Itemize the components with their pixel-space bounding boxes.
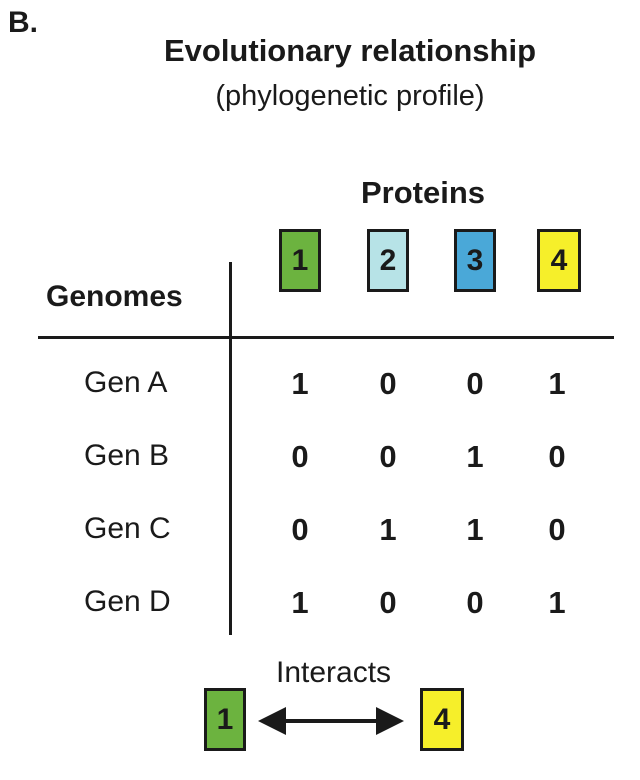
profile-cell: 0 — [548, 512, 566, 547]
protein-label: 4 — [550, 243, 568, 277]
profile-cell: 1 — [548, 585, 566, 620]
profile-cell: 0 — [466, 366, 484, 401]
protein-label: 1 — [291, 243, 309, 277]
genome-divider-line — [229, 262, 232, 635]
profile-cell: 1 — [548, 366, 566, 401]
interacts-label: Interacts — [276, 656, 392, 689]
genomes-header: Genomes — [46, 280, 183, 313]
protein-label: 4 — [433, 702, 451, 736]
interaction-protein-right: 4 — [420, 688, 464, 751]
protein-label: 3 — [466, 243, 484, 277]
profile-cell: 0 — [379, 585, 397, 620]
profile-cell: 1 — [466, 439, 484, 474]
protein-box-2: 2 — [367, 229, 409, 292]
profile-cell: 0 — [291, 439, 309, 474]
diagram-title: Evolutionary relationship — [163, 33, 537, 68]
protein-box-4: 4 — [537, 229, 581, 292]
genome-label-c: Gen C — [84, 512, 171, 545]
profile-cell: 0 — [379, 439, 397, 474]
protein-label: 2 — [379, 243, 397, 277]
diagram-subtitle: (phylogenetic profile) — [215, 80, 485, 112]
profile-cell: 1 — [466, 512, 484, 547]
genome-label-a: Gen A — [84, 366, 168, 399]
protein-box-1: 1 — [279, 229, 321, 292]
protein-label: 1 — [216, 702, 234, 736]
profile-cell: 0 — [466, 585, 484, 620]
proteins-header: Proteins — [361, 175, 486, 210]
profile-cell: 1 — [379, 512, 397, 547]
profile-cell: 0 — [548, 439, 566, 474]
interaction-protein-left: 1 — [204, 688, 246, 751]
profile-cell: 0 — [291, 512, 309, 547]
header-divider-line — [38, 336, 614, 339]
profile-cell: 0 — [379, 366, 397, 401]
profile-cell: 1 — [291, 366, 309, 401]
panel-label: B. — [8, 6, 38, 39]
genome-label-b: Gen B — [84, 439, 170, 472]
protein-box-3: 3 — [454, 229, 496, 292]
profile-cell: 1 — [291, 585, 309, 620]
genome-label-d: Gen D — [84, 585, 171, 618]
double-arrow-icon — [258, 707, 404, 735]
